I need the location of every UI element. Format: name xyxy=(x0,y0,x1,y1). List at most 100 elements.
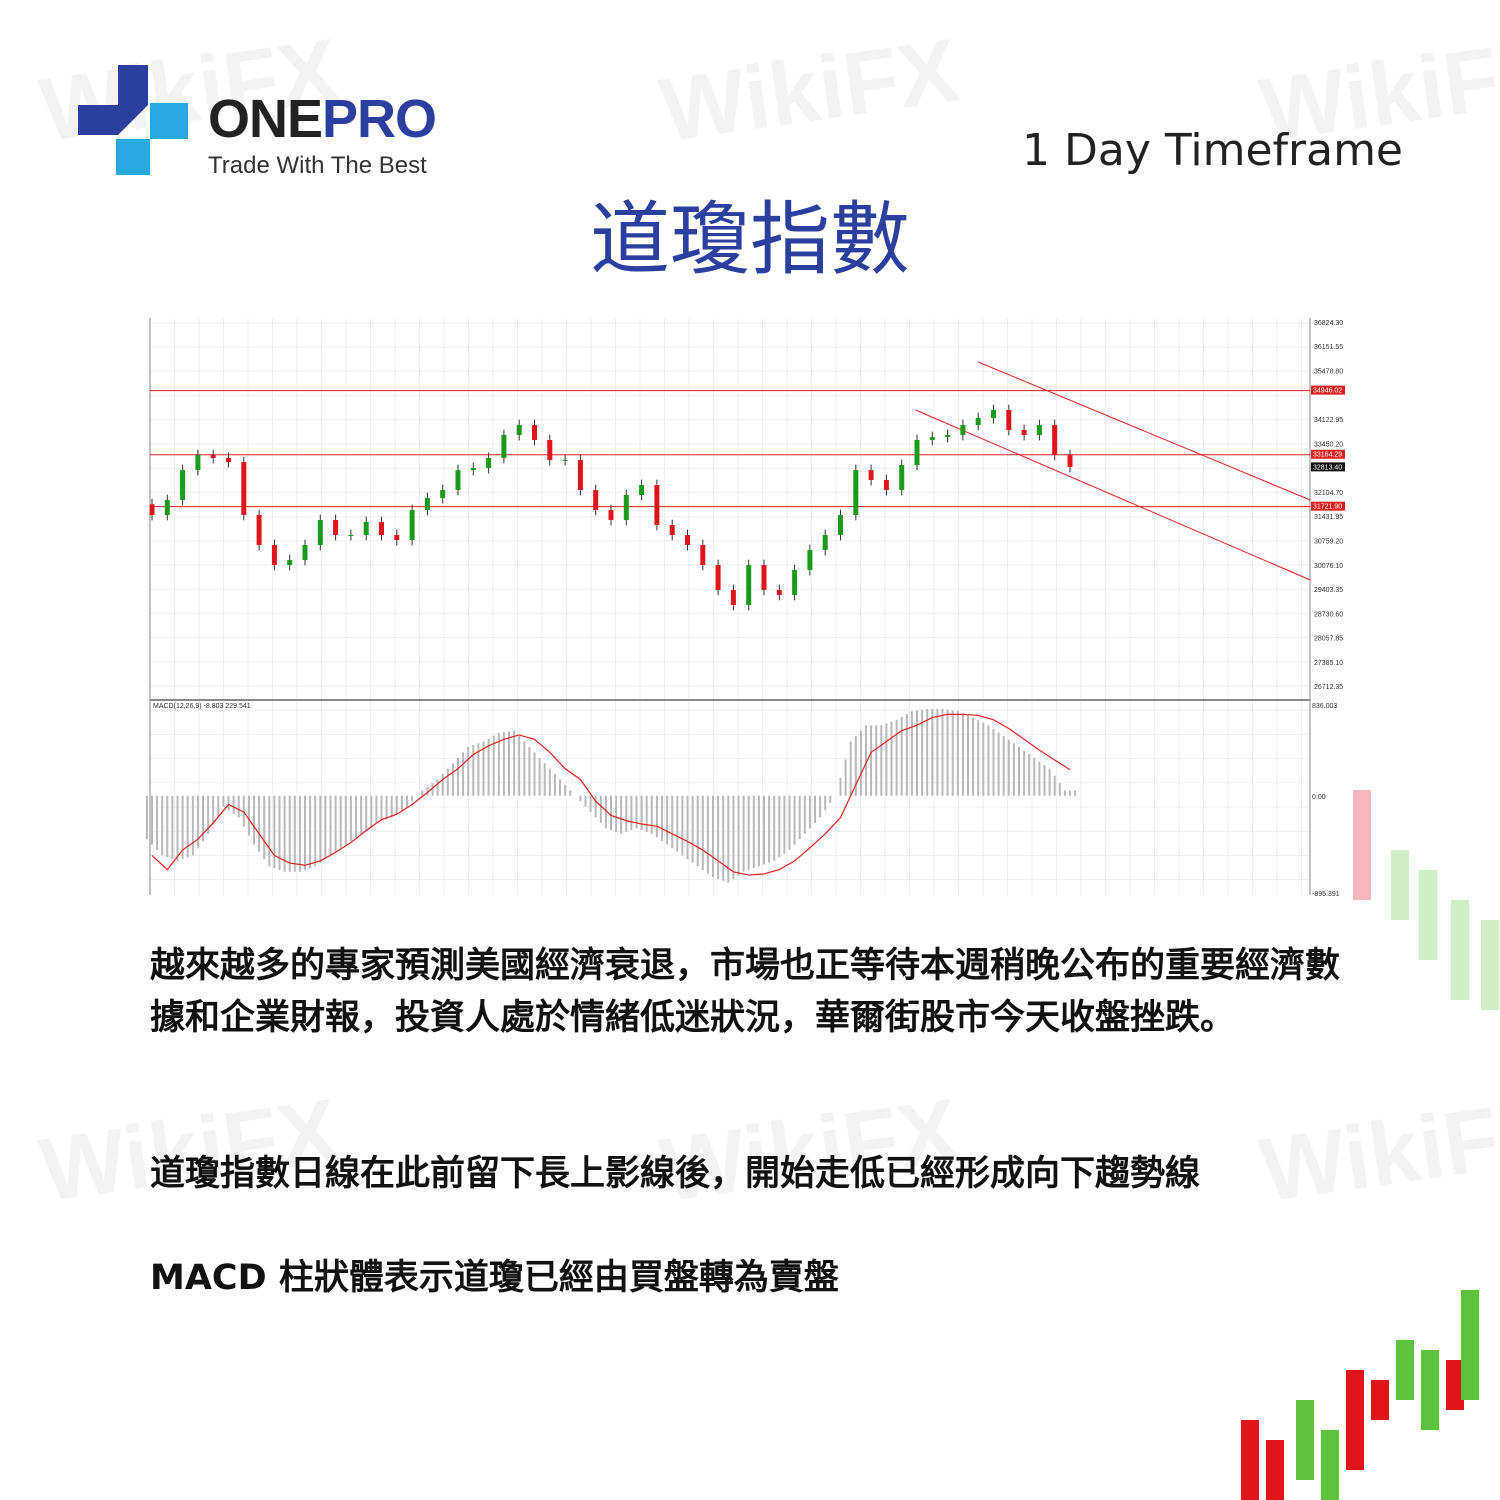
price-tick-label: 36824.30 xyxy=(1314,320,1343,327)
price-tick-label: 29403.35 xyxy=(1314,587,1343,594)
price-tick-label: 30076.10 xyxy=(1314,563,1343,570)
onepro-logo-icon xyxy=(78,65,188,175)
price-tick-label: 27385.10 xyxy=(1314,660,1343,667)
timeframe-label: 1 Day Timeframe xyxy=(1022,125,1404,176)
brand-tagline: Trade With The Best xyxy=(208,152,427,179)
level-label: 34946.02 xyxy=(1313,388,1342,395)
candle-body xyxy=(776,590,782,596)
candle-body xyxy=(470,468,476,471)
candle-body xyxy=(1067,455,1073,467)
candle-body xyxy=(1052,425,1058,456)
price-tick-label: 28057.85 xyxy=(1314,636,1343,643)
candle-body xyxy=(180,470,186,501)
paragraph-summary: 越來越多的專家預測美國經濟衰退，市場也正等待本週稍晚公布的重要經濟數據和企業財報… xyxy=(150,946,1341,1038)
price-tick-label: 30759.20 xyxy=(1314,538,1343,545)
macd-tick-label: 836.003 xyxy=(1312,703,1337,710)
level-label-bg xyxy=(1311,501,1345,511)
decorative-candle xyxy=(1266,1440,1284,1500)
candle-body xyxy=(210,455,216,458)
decorative-candle xyxy=(1371,1380,1389,1420)
trend-line xyxy=(978,361,1311,501)
candle-body xyxy=(868,470,874,480)
macd-label: MACD(12,26,9) -8.803 229.541 xyxy=(153,703,251,710)
candle-body xyxy=(424,498,430,511)
candle-body xyxy=(1021,429,1027,435)
candle-body xyxy=(792,570,798,596)
decorative-candle xyxy=(1296,1400,1314,1480)
candle-body xyxy=(333,520,339,535)
price-tick-label: 28730.60 xyxy=(1314,611,1343,618)
brand-name: ONEPRO xyxy=(208,89,437,149)
candle-body xyxy=(149,504,155,516)
candle-body xyxy=(317,520,323,546)
decorative-candle xyxy=(1446,1360,1464,1410)
candle-body xyxy=(838,515,843,535)
price-tick-label: 36151.55 xyxy=(1314,344,1343,351)
watermark: WikiFX xyxy=(654,20,965,162)
price-tick-label: 32104.70 xyxy=(1314,490,1343,497)
level-label-bg xyxy=(1311,449,1345,459)
decorative-candle xyxy=(1461,1290,1479,1400)
price-tick-label: 26712.35 xyxy=(1314,684,1343,691)
decorative-candle xyxy=(1241,1420,1259,1500)
decorative-candle xyxy=(1321,1430,1339,1500)
candle-body xyxy=(379,522,384,535)
level-label: 33164.29 xyxy=(1313,452,1342,459)
decorative-candle xyxy=(1421,1350,1439,1430)
candle-body xyxy=(287,560,293,566)
decorative-candle xyxy=(1419,870,1437,960)
candle-body xyxy=(394,534,400,541)
candle-body xyxy=(440,490,446,499)
candle-body xyxy=(226,457,231,462)
decorative-candle xyxy=(1346,1370,1364,1470)
candle-body xyxy=(654,484,660,526)
candle-body xyxy=(929,437,935,441)
candle-body xyxy=(348,534,354,536)
candle-body xyxy=(730,590,736,606)
candle-body xyxy=(945,434,951,438)
decorative-candle xyxy=(1451,900,1469,1000)
candle-body xyxy=(486,457,492,469)
candle-body xyxy=(302,545,308,561)
candle-body xyxy=(669,525,675,535)
candle-body xyxy=(562,460,568,462)
candle-body xyxy=(241,461,247,516)
macd-signal-line xyxy=(151,713,1071,876)
candle-body xyxy=(623,495,629,521)
candle-body xyxy=(271,545,277,566)
price-tick-label: 35478.80 xyxy=(1314,368,1343,375)
price-tick-label: 31431.95 xyxy=(1314,514,1343,521)
decorative-candle xyxy=(1396,1340,1414,1400)
candle-body xyxy=(577,460,583,491)
candle-body xyxy=(685,534,690,546)
candle-body xyxy=(256,515,262,546)
candle-body xyxy=(516,425,522,435)
candle-body xyxy=(761,565,767,591)
paragraph-trend: 道瓊指數日線在此前留下長上影線後，開始走低已經形成向下趨勢線 xyxy=(150,1154,1201,1194)
candle-body xyxy=(899,465,905,491)
price-tick-label: 34122.95 xyxy=(1314,417,1343,424)
candle-body xyxy=(195,455,201,471)
current-price-label: 32813.40 xyxy=(1313,464,1342,471)
decorative-candle xyxy=(1391,850,1409,920)
level-label: 31721.90 xyxy=(1313,504,1342,511)
trend-line xyxy=(915,409,1311,581)
page-title: 道瓊指數 xyxy=(590,193,910,286)
macd-tick-label: -895.391 xyxy=(1312,891,1340,898)
current-price-bg xyxy=(1311,462,1345,472)
candle-body xyxy=(409,510,415,541)
candle-body xyxy=(547,440,553,461)
candle-body xyxy=(593,490,599,511)
candle-body xyxy=(1036,425,1042,435)
candle-body xyxy=(914,440,920,466)
candle-body xyxy=(975,418,981,426)
candle-body xyxy=(960,425,966,435)
candle-body xyxy=(822,534,828,551)
price-tick-label: 33450.20 xyxy=(1314,441,1343,448)
candle-body xyxy=(853,470,859,516)
candle-body xyxy=(746,565,752,606)
candle-body xyxy=(700,545,706,566)
candle-body xyxy=(715,565,721,591)
decorative-candle xyxy=(1481,920,1499,1010)
